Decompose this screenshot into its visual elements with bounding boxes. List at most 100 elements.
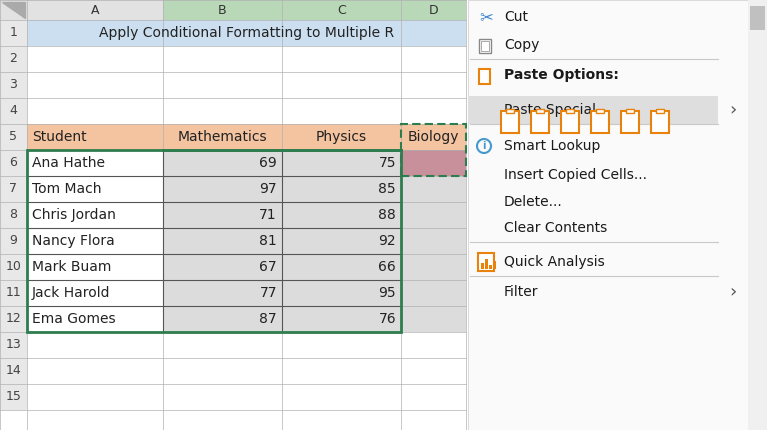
Bar	[163, 228, 401, 254]
Text: 66: 66	[378, 260, 396, 274]
Text: Ana Hathe: Ana Hathe	[32, 156, 105, 170]
Bar	[27, 306, 163, 332]
Bar	[566, 109, 574, 113]
Bar	[626, 109, 634, 113]
Bar	[401, 0, 466, 20]
Text: Jack Harold: Jack Harold	[32, 286, 110, 300]
Bar	[27, 358, 466, 384]
Text: Paste Special...: Paste Special...	[504, 103, 609, 117]
Bar	[0, 358, 27, 384]
Bar	[163, 202, 401, 228]
Text: Student: Student	[32, 130, 87, 144]
Bar	[501, 111, 519, 133]
Bar	[401, 150, 466, 176]
Bar	[621, 111, 639, 133]
Bar	[591, 111, 609, 133]
Bar	[401, 176, 466, 202]
Text: Delete...: Delete...	[504, 195, 563, 209]
Bar	[481, 263, 484, 269]
Bar	[0, 306, 27, 332]
Text: Paste Options:: Paste Options:	[504, 68, 619, 82]
Bar	[0, 280, 27, 306]
Bar	[479, 69, 490, 84]
Text: 76: 76	[378, 312, 396, 326]
Bar	[0, 228, 27, 254]
Text: 2: 2	[9, 52, 18, 65]
Bar	[27, 280, 163, 306]
Text: 75: 75	[378, 156, 396, 170]
Bar	[282, 0, 401, 20]
Text: 12: 12	[5, 313, 21, 326]
Bar	[0, 332, 27, 358]
Bar	[506, 109, 514, 113]
Bar	[27, 150, 401, 332]
Bar	[0, 98, 27, 124]
Text: Copy: Copy	[504, 38, 539, 52]
Text: 81: 81	[259, 234, 277, 248]
Text: 5: 5	[9, 130, 18, 144]
Bar	[163, 176, 401, 202]
Text: 9: 9	[9, 234, 18, 248]
Bar	[27, 72, 466, 98]
Bar	[27, 46, 466, 72]
Bar	[0, 124, 27, 150]
Text: Insert Copied Cells...: Insert Copied Cells...	[504, 168, 647, 182]
Text: 77: 77	[259, 286, 277, 300]
Text: 8: 8	[9, 209, 18, 221]
Bar	[531, 111, 549, 133]
Text: 69: 69	[259, 156, 277, 170]
Bar	[163, 280, 401, 306]
Bar	[401, 280, 466, 306]
Bar	[27, 332, 466, 358]
Bar	[27, 254, 163, 280]
Text: 71: 71	[259, 208, 277, 222]
Bar	[481, 41, 489, 51]
Bar	[163, 254, 401, 280]
Text: D: D	[429, 3, 438, 16]
Text: Mathematics: Mathematics	[178, 130, 268, 144]
Bar	[27, 124, 466, 150]
Text: 15: 15	[5, 390, 21, 403]
Text: 3: 3	[9, 79, 18, 92]
Text: C: C	[337, 3, 346, 16]
Text: ›: ›	[729, 283, 736, 301]
Bar	[27, 176, 163, 202]
Text: Filter: Filter	[504, 285, 538, 299]
Bar	[468, 96, 718, 124]
Bar	[27, 20, 466, 46]
Text: 97: 97	[259, 182, 277, 196]
Bar	[468, 0, 748, 430]
Bar	[561, 111, 579, 133]
Text: A: A	[91, 3, 99, 16]
Text: 88: 88	[378, 208, 396, 222]
Bar	[27, 150, 163, 176]
Text: Nancy Flora: Nancy Flora	[32, 234, 115, 248]
Text: Mark Buam: Mark Buam	[32, 260, 111, 274]
Text: Chris Jordan: Chris Jordan	[32, 208, 116, 222]
Bar	[596, 109, 604, 113]
Text: 11: 11	[5, 286, 21, 300]
Text: 7: 7	[9, 182, 18, 196]
Text: Tom Mach: Tom Mach	[32, 182, 101, 196]
Bar	[0, 46, 27, 72]
Bar	[750, 6, 765, 30]
Bar	[401, 254, 466, 280]
Text: Smart Lookup: Smart Lookup	[504, 139, 601, 153]
Text: 87: 87	[259, 312, 277, 326]
Bar	[651, 111, 669, 133]
Bar	[401, 202, 466, 228]
Text: 1: 1	[9, 27, 18, 40]
Bar	[401, 124, 466, 176]
Bar	[401, 306, 466, 332]
Bar	[0, 384, 27, 410]
Bar	[27, 202, 163, 228]
Text: 13: 13	[5, 338, 21, 351]
Text: 95: 95	[378, 286, 396, 300]
Bar	[0, 202, 27, 228]
Polygon shape	[2, 2, 25, 18]
Text: ✂: ✂	[479, 8, 493, 26]
Bar	[0, 0, 466, 430]
Bar	[0, 150, 27, 176]
Bar	[163, 0, 282, 20]
Text: 67: 67	[259, 260, 277, 274]
